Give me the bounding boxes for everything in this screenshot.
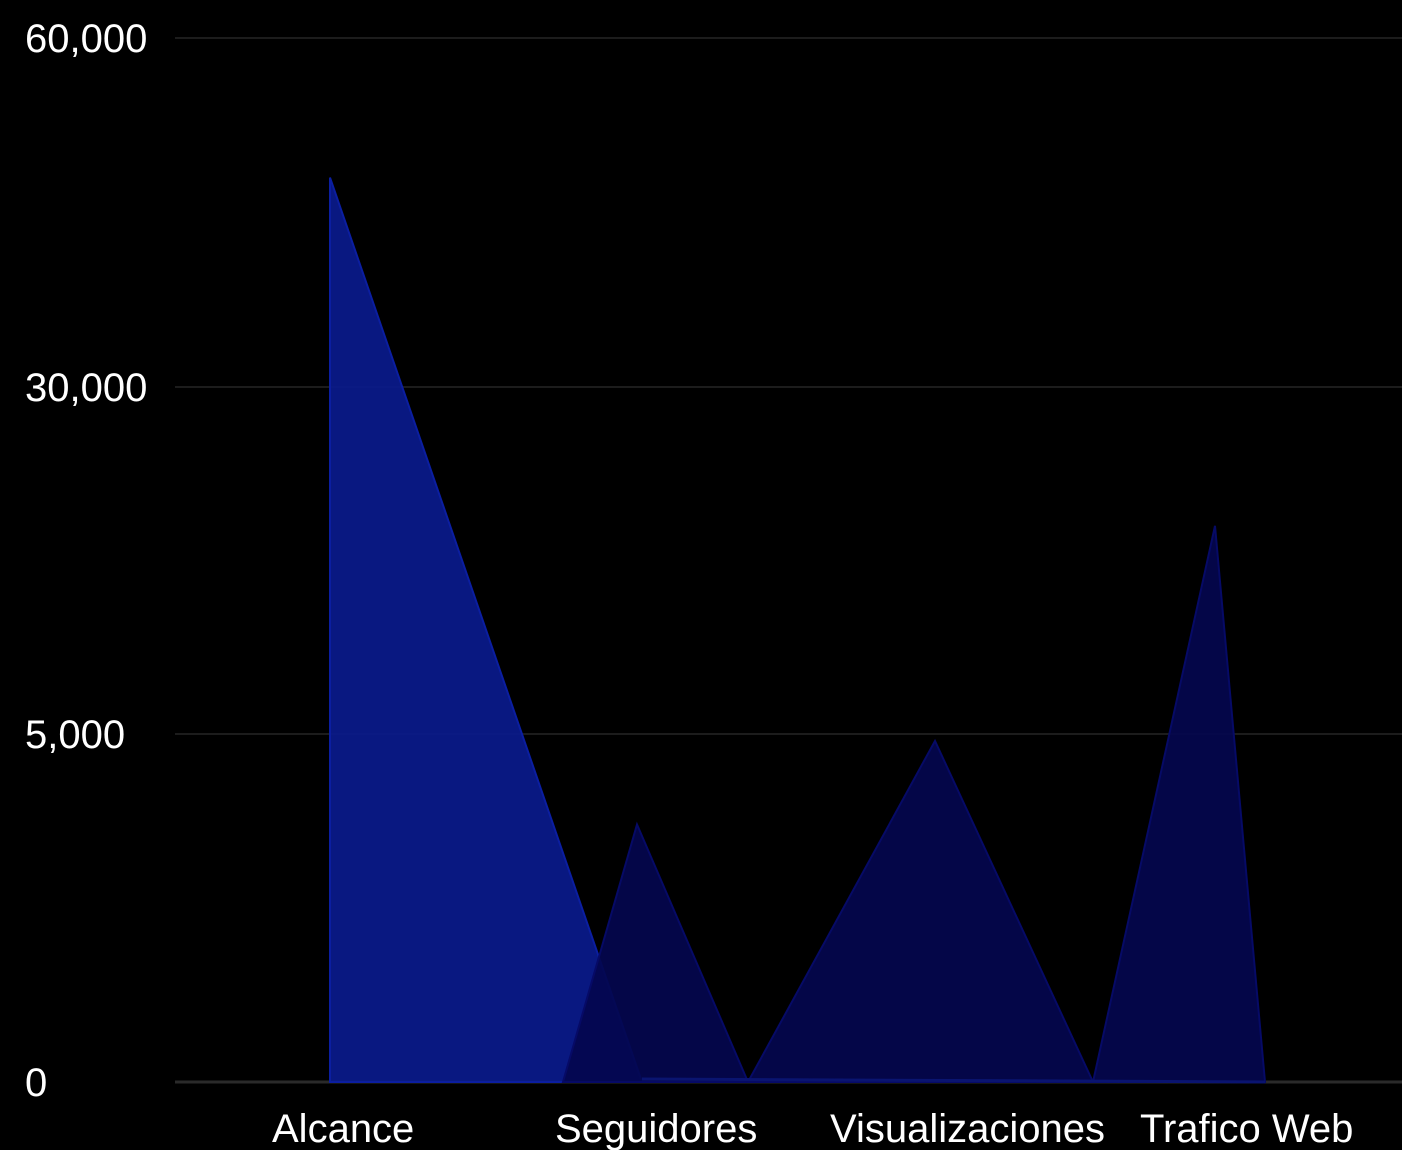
area-seguidores <box>561 821 750 1083</box>
x-category-label: Visualizaciones <box>830 1107 1105 1150</box>
y-tick-label: 30,000 <box>25 366 147 410</box>
axis-layer: 0 5,000 30,000 60,000 Alcance Seguidores Visua… <box>25 17 1353 1150</box>
area-visualizaciones <box>746 738 1095 1083</box>
x-category-label: Trafico Web <box>1140 1107 1353 1150</box>
x-category-label: Seguidores <box>555 1107 757 1150</box>
y-tick-label: 60,000 <box>25 17 147 61</box>
area-trafico-web <box>1091 525 1267 1083</box>
area-alcance <box>329 177 644 1083</box>
area-baseline-strip <box>641 1077 1266 1084</box>
x-category-label: Alcance <box>272 1107 414 1150</box>
y-tick-label: 5,000 <box>25 713 125 757</box>
area-layer <box>329 177 1267 1084</box>
y-tick-label: 0 <box>25 1061 47 1105</box>
